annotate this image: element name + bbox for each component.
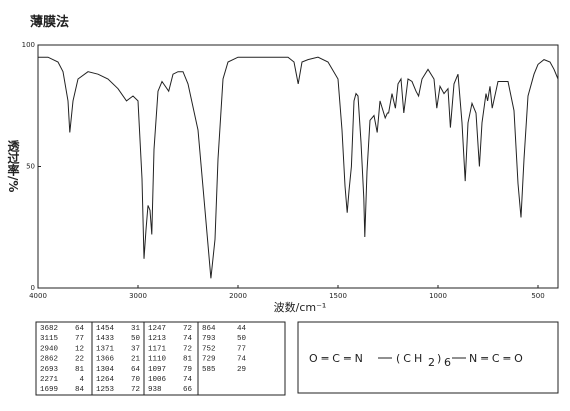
peak-wavenumber: 2940	[40, 345, 59, 353]
peak-wavenumber: 1213	[148, 335, 167, 343]
x-tick-label: 1500	[329, 292, 347, 300]
peak-transmittance: 74	[183, 376, 193, 384]
peak-wavenumber: 1253	[96, 386, 115, 394]
y-axis-label: 透过率/%	[6, 140, 20, 193]
peak-transmittance: 79	[183, 366, 192, 374]
peak-transmittance: 64	[75, 325, 85, 333]
peak-transmittance: 4	[79, 376, 84, 384]
peak-transmittance: 21	[131, 356, 141, 364]
peak-transmittance: 81	[75, 366, 85, 374]
peak-transmittance: 72	[183, 325, 192, 333]
peak-transmittance: 22	[75, 356, 84, 364]
structure-subscript: 2	[428, 356, 435, 369]
peak-wavenumber: 1454	[96, 325, 115, 333]
peak-wavenumber: 1433	[96, 335, 115, 343]
peak-wavenumber: 1699	[40, 386, 58, 394]
x-tick-label: 1000	[429, 292, 447, 300]
peak-transmittance: 37	[131, 345, 140, 353]
x-tick-label: 2000	[229, 292, 247, 300]
peak-transmittance: 50	[237, 335, 247, 343]
peak-wavenumber: 1247	[148, 325, 166, 333]
structure-close: )	[437, 352, 441, 365]
peak-wavenumber: 729	[202, 356, 216, 364]
y-tick-label: 0	[31, 284, 35, 292]
peak-wavenumber: 2693	[40, 366, 59, 374]
x-tick-label: 500	[531, 292, 544, 300]
peak-wavenumber: 1371	[96, 345, 115, 353]
peak-transmittance: 84	[75, 386, 85, 394]
x-tick-label: 3000	[129, 292, 147, 300]
peak-wavenumber: 1171	[148, 345, 167, 353]
peak-wavenumber: 3115	[40, 335, 59, 343]
peak-wavenumber: 752	[202, 345, 216, 353]
peak-wavenumber: 2862	[40, 356, 58, 364]
peak-wavenumber: 585	[202, 366, 216, 374]
peak-transmittance: 70	[131, 376, 141, 384]
peak-transmittance: 29	[237, 366, 246, 374]
peak-wavenumber: 3682	[40, 325, 58, 333]
peak-wavenumber: 793	[202, 335, 216, 343]
structure-subscript: 6	[444, 356, 451, 369]
x-tick-label: 4000	[29, 292, 47, 300]
peak-transmittance: 74	[183, 335, 193, 343]
peak-transmittance: 12	[75, 345, 84, 353]
y-tick-label: 100	[22, 41, 35, 49]
peak-wavenumber: 1097	[148, 366, 166, 374]
peak-wavenumber: 1264	[96, 376, 115, 384]
peak-transmittance: 44	[237, 325, 247, 333]
peak-transmittance: 66	[183, 386, 193, 394]
peak-transmittance: 50	[131, 335, 141, 343]
peak-wavenumber: 1304	[96, 366, 115, 374]
structure-left: O═C═N	[309, 352, 367, 365]
peak-wavenumber: 1006	[148, 376, 167, 384]
peak-wavenumber: 938	[148, 386, 162, 394]
x-axis-label: 波数/cm⁻¹	[274, 301, 327, 314]
peak-wavenumber: 1110	[148, 356, 167, 364]
structure-frame	[297, 321, 559, 394]
structure-group: (CH	[396, 352, 425, 365]
y-tick-label: 50	[26, 163, 35, 171]
peak-transmittance: 72	[183, 345, 192, 353]
peak-transmittance: 31	[131, 325, 141, 333]
spectrum-line	[38, 56, 559, 279]
peak-table-frame	[35, 321, 286, 396]
peak-transmittance: 74	[237, 356, 247, 364]
peak-transmittance: 81	[183, 356, 193, 364]
chart-title: 薄膜法	[30, 14, 69, 30]
peak-wavenumber: 2271	[40, 376, 59, 384]
peak-transmittance: 77	[237, 345, 246, 353]
structure-right: N═C═O	[469, 352, 527, 365]
peak-transmittance: 64	[131, 366, 141, 374]
peak-wavenumber: 1366	[96, 356, 115, 364]
peak-wavenumber: 864	[202, 325, 216, 333]
peak-transmittance: 72	[131, 386, 140, 394]
peak-transmittance: 77	[75, 335, 84, 343]
